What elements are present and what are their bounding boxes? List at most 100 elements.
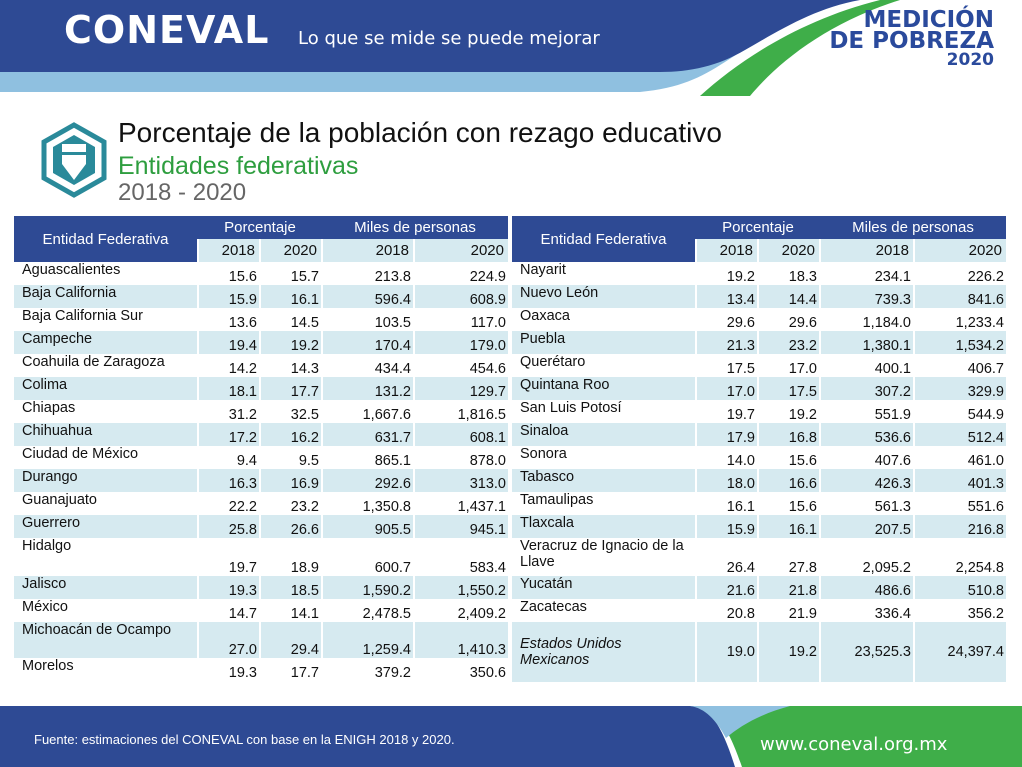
percent-2018-cell: 19.7: [695, 400, 758, 423]
entity-name-cell: Nayarit: [512, 262, 696, 285]
percent-2018-cell: 26.4: [695, 538, 758, 576]
percent-2020-cell: 15.6: [757, 446, 820, 469]
percent-2020-cell: 21.8: [757, 576, 820, 599]
people-2020-cell: 179.0: [413, 331, 508, 354]
header-percent: Porcentaje: [696, 216, 820, 239]
entity-name-cell: Baja California Sur: [14, 308, 198, 331]
people-2020-cell: 510.8: [913, 576, 1006, 599]
people-2018-cell: 739.3: [819, 285, 914, 308]
percent-2020-cell: 9.5: [259, 446, 322, 469]
people-2020-cell: 583.4: [413, 538, 508, 576]
table-right: Entidad Federativa Porcentaje Miles de p…: [512, 216, 1006, 682]
percent-2020-cell: 14.1: [259, 599, 322, 622]
table-row: Chiapas 31.2 32.5 1,667.6 1,816.5: [14, 400, 508, 423]
entity-name-cell: Guanajuato: [14, 492, 198, 515]
people-2020-cell: 2,409.2: [413, 599, 508, 622]
table-row: México 14.7 14.1 2,478.5 2,409.2: [14, 599, 508, 622]
entity-name-cell: Coahuila de Zaragoza: [14, 354, 198, 377]
people-2020-cell: 356.2: [913, 599, 1006, 622]
percent-2018-cell: 17.0: [695, 377, 758, 400]
percent-2020-cell: 19.2: [757, 622, 820, 682]
people-2018-cell: 170.4: [321, 331, 414, 354]
percent-2020-cell: 16.6: [757, 469, 820, 492]
entity-name-cell: Morelos: [14, 658, 198, 681]
header-year-2018: 2018: [197, 239, 260, 262]
percent-2018-cell: 29.6: [695, 308, 758, 331]
percent-2018-cell: 25.8: [197, 515, 260, 538]
people-2018-cell: 207.5: [819, 515, 914, 538]
people-2018-cell: 23,525.3: [819, 622, 914, 682]
table-left-body: Aguascalientes 15.6 15.7 213.8 224.9 Baja Cal…: [14, 262, 508, 681]
people-2020-cell: 461.0: [913, 446, 1006, 469]
entity-name-cell: Veracruz de Ignacio de la Llave: [512, 538, 696, 576]
percent-2020-cell: 17.5: [757, 377, 820, 400]
entity-name-cell: Hidalgo: [14, 538, 198, 576]
people-2018-cell: 1,590.2: [321, 576, 414, 599]
percent-2018-cell: 15.6: [197, 262, 260, 285]
table-row-total: Estados Unidos Mexicanos 19.0 19.2 23,525.3…: [512, 622, 1006, 682]
page-title: Porcentaje de la población con rezago ed…: [118, 117, 722, 148]
table-row: Campeche 19.4 19.2 170.4 179.0: [14, 331, 508, 354]
brand-line-1: MEDICIÓN: [863, 7, 995, 33]
table-row: Querétaro 17.5 17.0 400.1 406.7: [512, 354, 1006, 377]
header-year-2020: 2020: [757, 239, 820, 262]
entity-name-cell: Sinaloa: [512, 423, 696, 446]
percent-2020-cell: 15.6: [757, 492, 820, 515]
percent-2018-cell: 15.9: [197, 285, 260, 308]
table-row: Quintana Roo 17.0 17.5 307.2 329.9: [512, 377, 1006, 400]
medicion-pobreza-logo: MEDICIÓN DE POBREZA 2020: [829, 7, 995, 69]
people-2018-cell: 1,380.1: [819, 331, 914, 354]
people-2020-cell: 841.6: [913, 285, 1006, 308]
people-2020-cell: 454.6: [413, 354, 508, 377]
percent-2018-cell: 20.8: [695, 599, 758, 622]
people-2018-cell: 407.6: [819, 446, 914, 469]
percent-2020-cell: 17.7: [259, 377, 322, 400]
website-url[interactable]: www.coneval.org.mx: [760, 734, 948, 755]
people-2020-cell: 1,550.2: [413, 576, 508, 599]
percent-2018-cell: 21.3: [695, 331, 758, 354]
entity-name-cell: Aguascalientes: [14, 262, 198, 285]
percent-2018-cell: 19.3: [197, 658, 260, 681]
percent-2018-cell: 21.6: [695, 576, 758, 599]
source-note: Fuente: estimaciones del CONEVAL con bas…: [34, 732, 455, 747]
people-2020-cell: 406.7: [913, 354, 1006, 377]
people-2020-cell: 544.9: [913, 400, 1006, 423]
period-label: 2018 - 2020: [118, 179, 247, 206]
people-2020-cell: 401.3: [913, 469, 1006, 492]
entity-name-cell: Estados Unidos Mexicanos: [512, 622, 696, 682]
percent-2018-cell: 27.0: [197, 622, 260, 658]
header-background: [0, 0, 900, 96]
table-row: Ciudad de México 9.4 9.5 865.1 878.0: [14, 446, 508, 469]
header-year-2020: 2020: [413, 239, 508, 262]
entity-name-cell: Campeche: [14, 331, 198, 354]
people-2020-cell: 945.1: [413, 515, 508, 538]
table-row: Tabasco 18.0 16.6 426.3 401.3: [512, 469, 1006, 492]
percent-2018-cell: 13.6: [197, 308, 260, 331]
percent-2018-cell: 17.5: [695, 354, 758, 377]
footer-band: Fuente: estimaciones del CONEVAL con bas…: [0, 706, 1022, 767]
table-row: Puebla 21.3 23.2 1,380.1 1,534.2: [512, 331, 1006, 354]
percent-2018-cell: 9.4: [197, 446, 260, 469]
header-percent: Porcentaje: [198, 216, 322, 239]
table-row: Durango 16.3 16.9 292.6 313.0: [14, 469, 508, 492]
people-2018-cell: 1,259.4: [321, 622, 414, 658]
table-row: Nuevo León 13.4 14.4 739.3 841.6: [512, 285, 1006, 308]
header-people: Miles de personas: [820, 216, 1006, 239]
entity-name-cell: Chiapas: [14, 400, 198, 423]
coneval-logo: CONEVAL: [64, 8, 270, 52]
entity-name-cell: Nuevo León: [512, 285, 696, 308]
entity-name-cell: Tabasco: [512, 469, 696, 492]
people-2020-cell: 1,816.5: [413, 400, 508, 423]
header-people: Miles de personas: [322, 216, 508, 239]
percent-2018-cell: 19.7: [197, 538, 260, 576]
percent-2020-cell: 16.1: [259, 285, 322, 308]
percent-2020-cell: 16.8: [757, 423, 820, 446]
percent-2018-cell: 17.9: [695, 423, 758, 446]
entity-name-cell: Ciudad de México: [14, 446, 198, 469]
entity-name-cell: Oaxaca: [512, 308, 696, 331]
people-2018-cell: 131.2: [321, 377, 414, 400]
table-row: Yucatán 21.6 21.8 486.6 510.8: [512, 576, 1006, 599]
percent-2018-cell: 19.0: [695, 622, 758, 682]
table-row: Coahuila de Zaragoza 14.2 14.3 434.4 454.6: [14, 354, 508, 377]
percent-2018-cell: 18.0: [695, 469, 758, 492]
